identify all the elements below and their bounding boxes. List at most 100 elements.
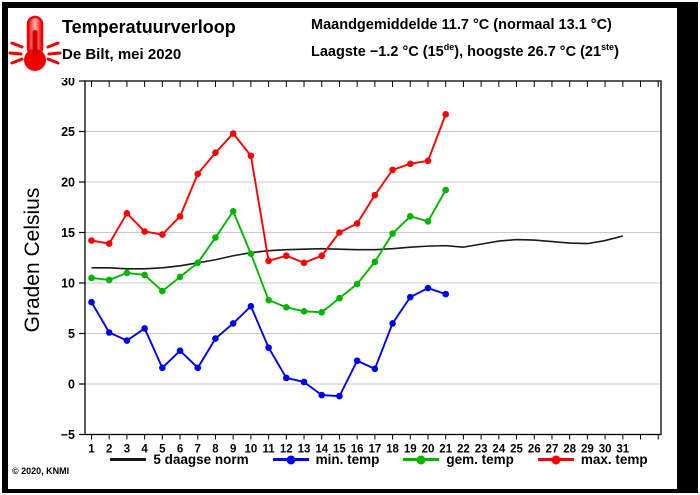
data-point [371,258,379,266]
copyright-text: © 2020, KNMI [12,466,70,476]
x-tick-label: 18 [386,444,399,456]
data-point [442,111,450,118]
legend-item-min-temp: min. temp [272,452,379,467]
data-point [247,152,255,160]
x-tick-label: 9 [230,444,236,456]
data-point [406,293,414,301]
ordinal-superscript: de [443,41,455,52]
legend-label: max. temp [580,452,648,467]
data-point [353,280,361,288]
legend-label: 5 daagse norm [153,452,249,467]
legend-item-max-temp: max. temp [537,452,648,467]
data-point [159,287,166,295]
data-point [424,157,432,165]
data-point [212,335,219,342]
data-point [283,374,290,382]
x-tick-label: 15 [333,444,346,456]
x-tick-label: 27 [546,444,559,456]
x-tick-label: 16 [351,444,364,456]
data-point [176,213,184,220]
data-point [229,207,237,215]
norm-line-swatch [110,458,147,461]
plot-border [84,80,662,436]
data-point [389,230,396,237]
data-point [123,269,131,277]
x-tick-label: 11 [263,444,276,456]
data-point [300,378,308,386]
extremes-text-part: Laagste −1.2 °C (15 [311,43,444,60]
x-tick-label: 26 [528,444,541,456]
x-tick-label: 30 [599,444,612,456]
monthly-mean-text: Maandgemiddelde 11.7 °C (normaal 13.1 °C… [311,17,612,33]
x-tick-label: 19 [404,444,417,456]
data-point [406,160,414,168]
legend-item-gem-temp: gem. temp [403,452,514,467]
x-tick-label: 4 [141,444,148,456]
chart-panel: Temperatuurverloop De Bilt, mei 2020 Maa… [8,8,677,489]
data-point [194,364,202,372]
gem-temp-swatch [403,455,440,464]
data-point [265,257,272,265]
data-point [123,337,131,344]
x-tick-label: 2 [106,444,112,456]
y-tick-label: 25 [61,125,75,139]
plot-area: 1 2 3 4 5 6 7 8 9 10 11 12 13 14 15 16 17 18 19 20 21 22 23 24 2… [10,75,670,458]
data-point [141,271,148,279]
y-tick-label: 30 [61,78,75,89]
data-point [176,273,184,281]
data-point [265,344,272,351]
chart-legend: 5 daagse norm min. temp gem. temp max. t… [94,452,664,467]
data-point [283,303,290,311]
data-point [406,213,414,220]
data-point [371,365,379,373]
x-tick-label: 14 [315,444,328,456]
data-point [105,329,113,336]
thermometer-icon [8,15,62,71]
min-temp-swatch [272,455,309,464]
x-tick-label: 22 [457,444,470,456]
data-point [353,357,361,365]
data-point [141,228,148,235]
temperature-chart-svg: 1 2 3 4 5 6 7 8 9 10 11 12 13 14 15 16 17 18 19 20 21 22 23 24 2… [61,75,662,456]
data-point [212,149,219,157]
extremes-text-part: ), hoogste 26.7 °C (21 [454,43,602,60]
data-point [247,302,255,310]
y-tick-label: 0 [68,378,75,392]
x-tick-label: 29 [581,444,594,456]
x-tick-label: 28 [563,444,576,456]
data-point [88,298,95,306]
data-point [389,320,396,327]
data-point [265,296,272,304]
x-tick-label: 20 [422,444,435,456]
data-point [318,308,326,316]
ordinal-superscript: ste [601,41,615,52]
data-point [247,250,255,258]
legend-marker-dot [551,455,561,464]
y-tick-label: 20 [61,176,75,190]
data-point [424,218,432,225]
x-tick-label: 5 [159,444,166,456]
x-tick-label: 6 [177,444,183,456]
data-point [159,364,166,372]
stats-block: Maandgemiddelde 11.7 °C (normaal 13.1 °C… [311,17,673,70]
y-tick-label: −5 [61,428,75,442]
data-point [389,166,396,174]
x-tick-label: 13 [298,444,311,456]
page-title: Temperatuurverloop [62,17,236,37]
series-line-min-temp [90,287,447,398]
x-tick-label: 17 [368,444,381,456]
x-tick-label: 12 [280,444,293,456]
y-tick-label: 10 [61,277,75,291]
x-tick-label: 10 [244,444,257,456]
legend-item-norm: 5 daagse norm [110,452,249,467]
data-point [212,234,219,241]
x-tick-label: 1 [88,444,95,456]
extremes-text: Laagste −1.2 °C (15de), hoogste 26.7 °C … [311,41,673,61]
data-point [336,392,343,400]
data-point [318,252,326,260]
data-point [159,231,166,238]
extremes-text-part: ) [614,43,619,60]
data-point [229,320,237,327]
data-point [336,294,343,302]
data-point [442,186,450,194]
